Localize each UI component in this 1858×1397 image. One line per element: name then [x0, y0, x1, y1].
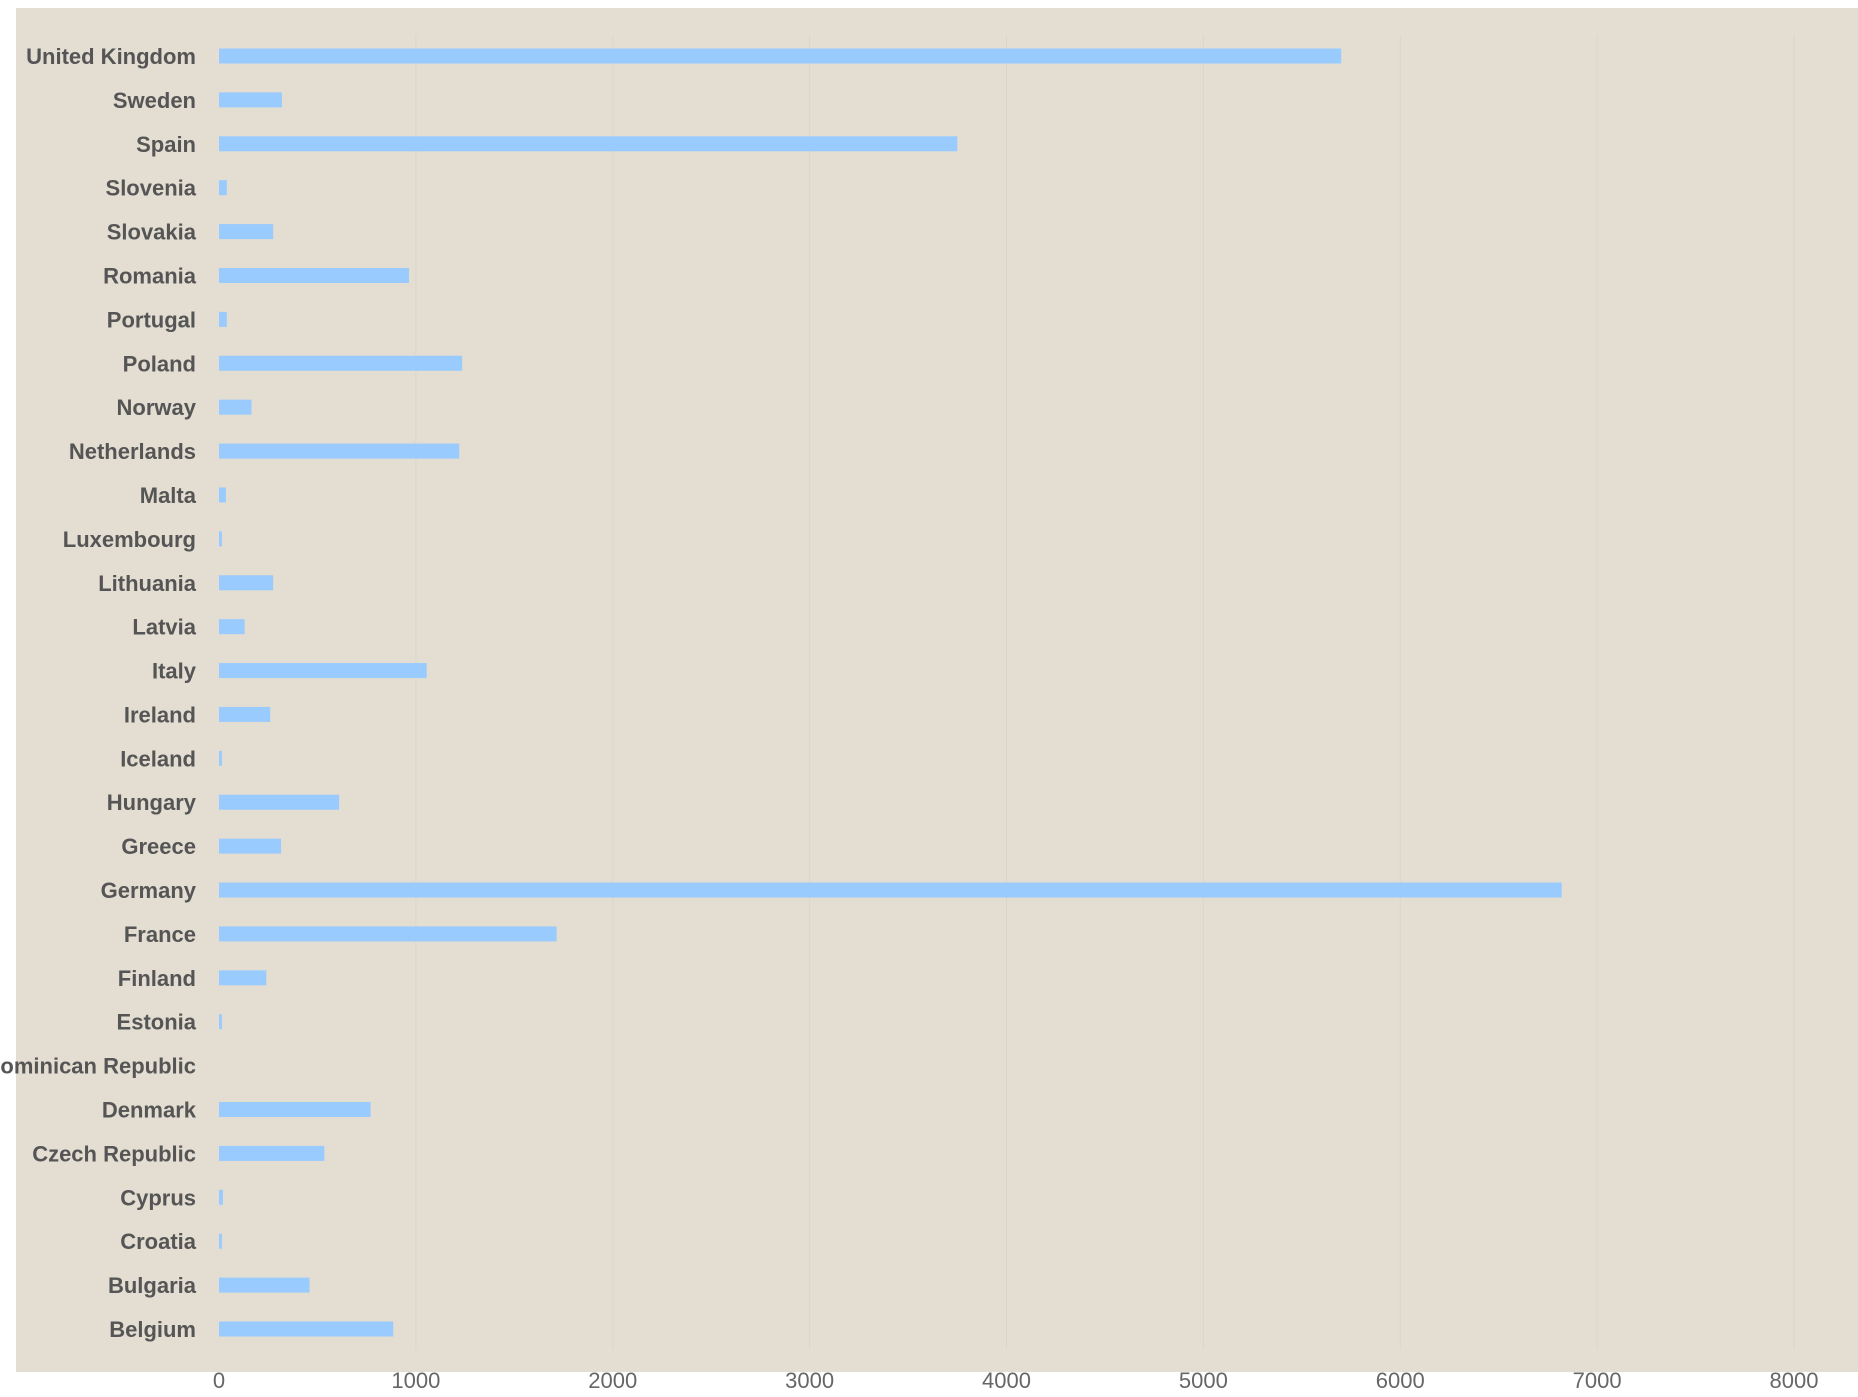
x-tick-label: 1000: [391, 1368, 440, 1392]
category-label: Germany: [101, 878, 197, 903]
category-label: Luxembourg: [63, 527, 196, 552]
category-label: Cyprus: [120, 1185, 196, 1210]
category-labels: United Kingdom Sweden Spain Slovenia Slovaki…: [0, 44, 197, 1342]
x-tick-label: 6000: [1376, 1368, 1425, 1392]
bar: [219, 311, 227, 327]
x-tick-label: 3000: [785, 1368, 834, 1392]
category-label: Malta: [140, 483, 197, 508]
category-label: Greece: [121, 834, 196, 859]
bar: [219, 487, 226, 503]
category-label: Lithuania: [98, 571, 197, 596]
x-tick-label: 0: [213, 1368, 225, 1392]
bar: [219, 575, 274, 591]
bar: [219, 136, 958, 152]
bars: [219, 48, 1562, 1337]
bar: [219, 1145, 325, 1161]
category-label: Ireland: [124, 702, 196, 727]
bar: [219, 1321, 394, 1337]
category-label: Portugal: [107, 307, 196, 332]
category-label: Iceland: [120, 746, 196, 771]
category-label: Spain: [136, 132, 196, 157]
bar: [219, 619, 245, 635]
bar: [219, 1102, 371, 1118]
category-label: Denmark: [102, 1098, 197, 1123]
bar: [219, 443, 460, 459]
bar: [219, 706, 271, 722]
x-tick-label: 7000: [1573, 1368, 1622, 1392]
bar: [219, 224, 274, 240]
bar: [219, 1277, 310, 1293]
category-label: Italy: [152, 659, 197, 684]
category-label: Dominican Republic: [0, 1054, 196, 1079]
bar: [219, 838, 282, 854]
plot-background: [16, 8, 1858, 1372]
category-label: Slovenia: [106, 176, 197, 201]
x-tick-label: 2000: [588, 1368, 637, 1392]
bar: [219, 882, 1562, 898]
bar: [219, 48, 1342, 64]
x-axis-ticks: 0 1000 2000 3000 4000 5000 6000 7000 8000: [213, 1368, 1819, 1393]
x-tick-label: 5000: [1179, 1368, 1228, 1392]
x-tick-label: 8000: [1770, 1368, 1819, 1392]
category-label: Croatia: [120, 1229, 197, 1254]
category-label: Netherlands: [69, 439, 196, 464]
bar: [219, 267, 409, 283]
bar: [219, 1233, 222, 1249]
category-label: Sweden: [113, 88, 196, 113]
bar: [219, 399, 252, 415]
category-label: France: [124, 922, 196, 947]
bar: [219, 355, 463, 371]
bar: [219, 1014, 222, 1030]
category-label: Romania: [103, 263, 197, 288]
category-label: Slovakia: [107, 220, 197, 245]
bar: [219, 1189, 223, 1205]
category-label: Estonia: [117, 1010, 197, 1035]
category-label: Hungary: [107, 790, 197, 815]
gridlines: [415, 35, 1795, 1350]
bar: [219, 750, 222, 766]
category-label: Norway: [117, 395, 197, 420]
category-label: Czech Republic: [32, 1141, 196, 1166]
bar: [219, 531, 222, 547]
category-label: United Kingdom: [26, 44, 196, 69]
category-label: Poland: [123, 351, 196, 376]
x-tick-label: 4000: [982, 1368, 1031, 1392]
category-label: Bulgaria: [108, 1273, 197, 1298]
category-label: Finland: [118, 966, 196, 991]
bar: [219, 180, 227, 196]
bar: [219, 970, 267, 986]
bar: [219, 926, 557, 942]
bar: [219, 794, 340, 810]
bar: [219, 92, 282, 108]
category-label: Belgium: [109, 1317, 196, 1342]
category-label: Latvia: [132, 615, 196, 640]
bar: [219, 663, 427, 679]
